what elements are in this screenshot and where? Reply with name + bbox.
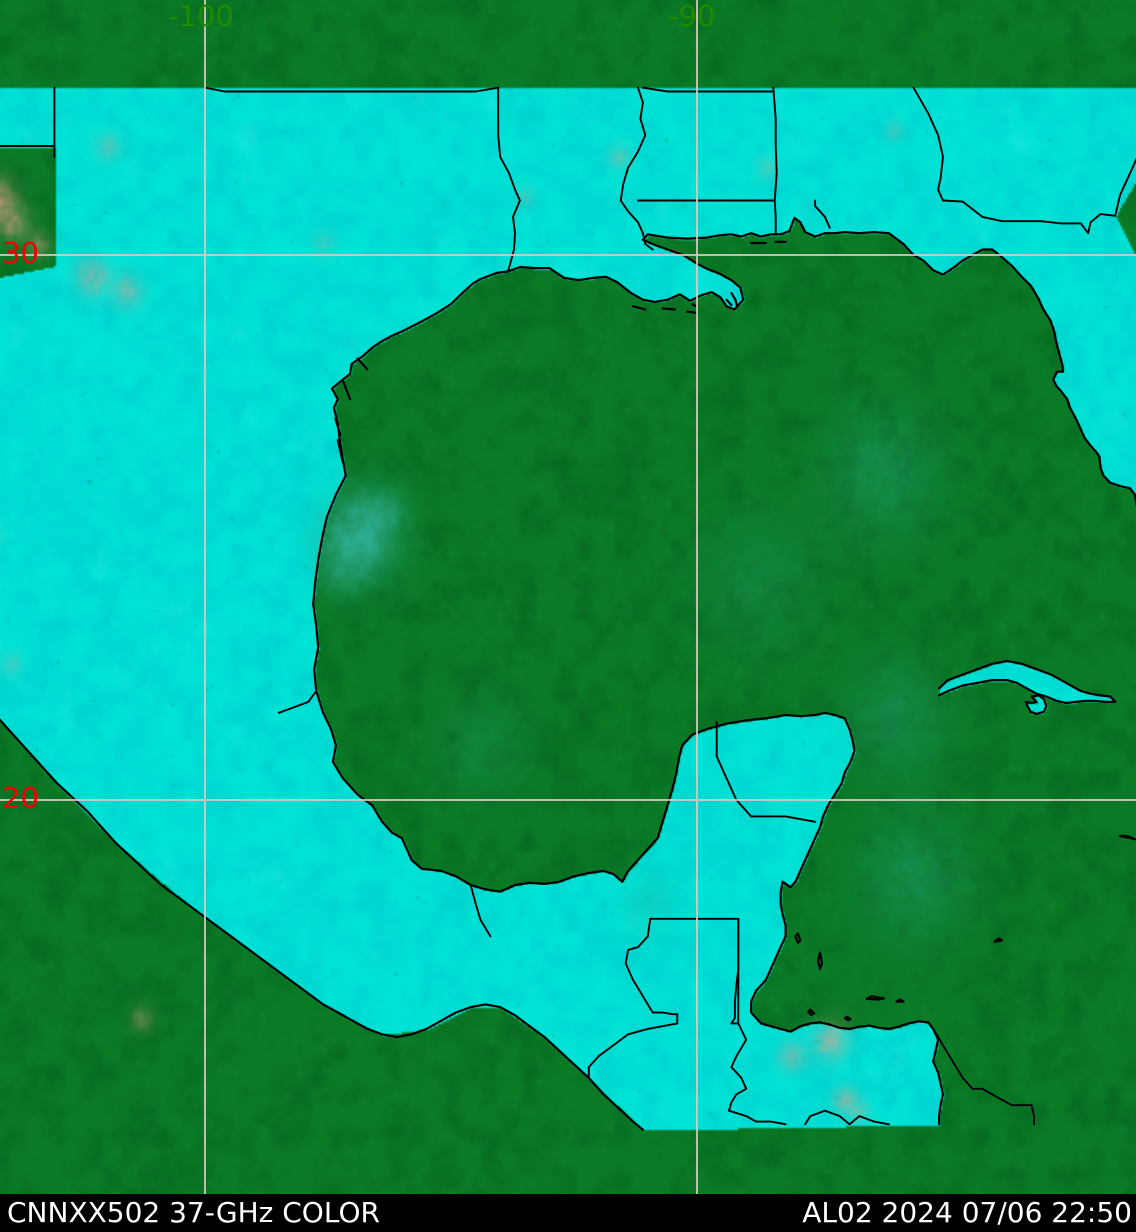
meridian-100w (204, 0, 206, 1194)
parallel-20n (0, 799, 1136, 801)
latitude-label-30n: 30 (2, 236, 39, 270)
storm-timestamp-label: AL02 2024 07/06 22:50 (802, 1196, 1132, 1229)
product-id-label: CNNXX502 37-GHz COLOR (7, 1196, 380, 1229)
longitude-label-100w: -100 (168, 0, 234, 33)
map-canvas[interactable]: -100 -90 30 20 (0, 0, 1136, 1194)
product-footer-bar: CNNXX502 37-GHz COLOR AL02 2024 07/06 22… (0, 1194, 1136, 1232)
parallel-30n (0, 254, 1136, 256)
meridian-90w (696, 0, 698, 1194)
longitude-label-90w: -90 (668, 0, 716, 33)
satellite-microwave-imagery (0, 0, 1136, 1194)
latitude-label-20n: 20 (2, 781, 39, 815)
